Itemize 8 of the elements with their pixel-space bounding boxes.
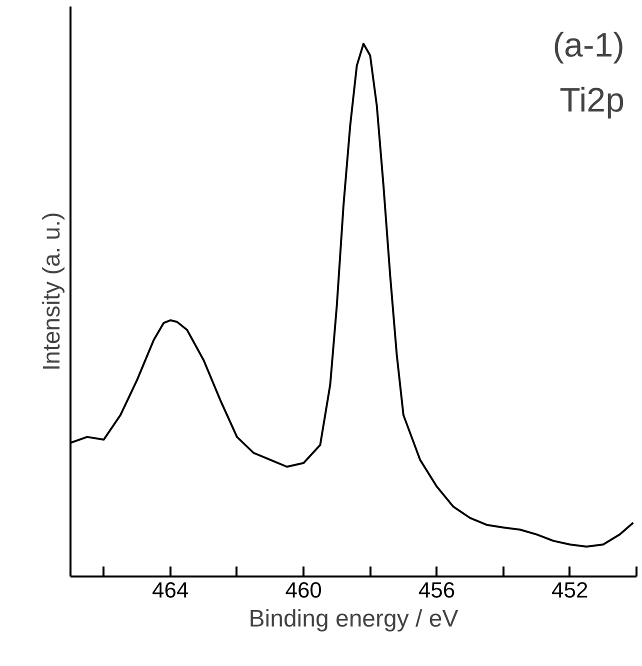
y-axis-title: Intensity (a. u.) <box>38 212 66 371</box>
x-tick-label: 460 <box>285 578 322 602</box>
x-tick-label: 456 <box>418 578 456 602</box>
x-tick-label: 452 <box>552 578 588 602</box>
x-tick-label: 464 <box>152 578 189 602</box>
x-axis-title: Binding energy / eV <box>248 606 458 632</box>
annotation: (a-1) <box>552 26 625 64</box>
annotation: Ti2p <box>560 82 625 120</box>
